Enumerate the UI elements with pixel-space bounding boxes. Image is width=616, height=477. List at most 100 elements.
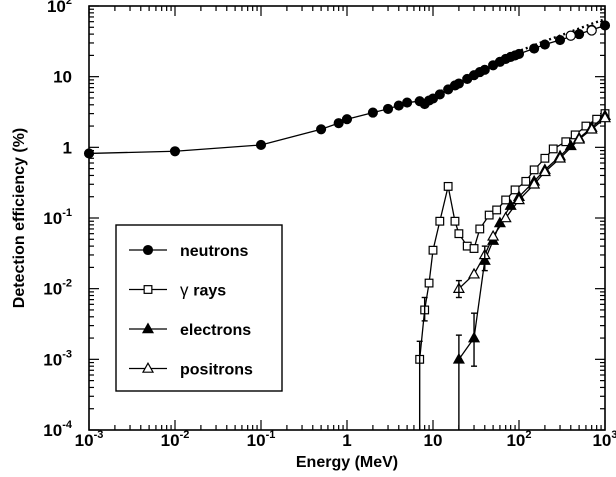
y-tick-label: 10 (53, 68, 72, 87)
data-point (382, 103, 394, 114)
y-tick-label-exponent: 2 (66, 0, 72, 7)
legend-item: electrons (129, 322, 251, 339)
data-point (540, 153, 550, 163)
series-line (458, 115, 606, 360)
axis-ticks (88, 5, 606, 431)
data-point (510, 185, 520, 195)
legend-box (115, 224, 283, 392)
y-tick-label-exponent: -3 (62, 348, 72, 360)
data-point (424, 278, 434, 288)
legend: neutrons γ rays electrons positrons (115, 224, 283, 392)
x-tick-label-exponent: 3 (611, 429, 616, 441)
legend-marker (141, 361, 155, 373)
x-tick-label-exponent: -2 (180, 429, 190, 441)
data-point (450, 216, 460, 226)
series-line (458, 117, 606, 290)
data-point (529, 165, 539, 175)
x-tick-label: 10-2 (161, 429, 190, 450)
legend-marker (141, 322, 155, 334)
x-tick-label-base: 10 (247, 431, 266, 450)
data-point (367, 107, 378, 118)
data-point (333, 118, 344, 129)
x-tick-label-base: 10 (592, 431, 611, 450)
data-point (402, 97, 413, 108)
y-tick-label: 10-3 (43, 348, 72, 369)
series-line (88, 24, 606, 155)
x-tick-label: 10 (424, 431, 443, 450)
y-tick-label: 1 (63, 138, 72, 157)
data-point (586, 25, 597, 36)
error-bars (416, 245, 488, 430)
series-neutrons-open (565, 25, 597, 41)
y-tick-label: 102 (47, 0, 72, 16)
x-tick-label-base: 10 (161, 431, 180, 450)
x-tick-label-exponent: -1 (266, 429, 276, 441)
y-tick-label: 10-1 (43, 207, 72, 228)
data-point (585, 122, 598, 134)
series-line (419, 113, 606, 360)
data-point (573, 132, 586, 144)
data-point (598, 111, 612, 123)
series--rays (415, 109, 610, 364)
data-point (316, 124, 327, 135)
legend-label-prefix: γ (180, 281, 193, 300)
data-point (521, 176, 531, 186)
legend-label: positrons (180, 362, 253, 379)
data-point (574, 29, 585, 40)
legend-label-text: neutrons (180, 243, 249, 260)
y-tick-label-exponent: -4 (62, 419, 73, 431)
legend-label: electrons (180, 322, 251, 339)
y-axis-title: Detection efficiency (%) (11, 128, 28, 308)
data-point (501, 195, 511, 205)
data-point (83, 148, 95, 159)
y-tick-label: 10-2 (43, 278, 72, 299)
data-point (512, 193, 526, 205)
data-point (548, 144, 558, 154)
data-point (553, 151, 567, 163)
data-point (435, 216, 445, 226)
legend-label-text: positrons (180, 362, 253, 379)
y-tick-label-base: 1 (63, 138, 72, 157)
data-point (255, 139, 267, 151)
data-point (469, 244, 479, 253)
legend-marker (142, 244, 154, 256)
x-tick-label: 10-3 (75, 429, 104, 450)
y-tick-label-base: 10 (43, 421, 62, 440)
data-point (565, 30, 576, 41)
data-point (428, 245, 438, 255)
data-point (484, 210, 494, 220)
data-series (83, 18, 612, 430)
legend-item: γ rays (129, 281, 226, 300)
y-tick-label-base: 10 (43, 350, 62, 369)
x-tick-label: 10-1 (247, 429, 276, 450)
data-point (499, 211, 512, 223)
x-axis-title: Energy (MeV) (296, 454, 398, 471)
data-point (492, 205, 502, 215)
x-tick-label-exponent: 2 (525, 429, 531, 441)
legend-marker (143, 285, 153, 294)
data-point (393, 100, 404, 111)
data-point (487, 229, 500, 241)
x-tick-labels: 10-3 10-2 10-1 1 10 102 103 (75, 429, 616, 450)
data-point (599, 20, 611, 31)
series-neutrons (83, 20, 611, 159)
y-tick-label-base: 10 (47, 0, 66, 16)
x-tick-label: 102 (506, 429, 531, 450)
x-tick-label-exponent: -3 (94, 429, 104, 441)
legend-label: neutrons (180, 243, 249, 260)
data-point (475, 224, 485, 234)
y-tick-label-base: 10 (43, 209, 62, 228)
data-point (454, 229, 464, 239)
y-tick-label-base: 10 (53, 68, 72, 87)
x-tick-label-base: 10 (424, 431, 443, 450)
legend-label-text: electrons (180, 322, 251, 339)
series-line (423, 18, 606, 104)
series-positrons (452, 111, 612, 293)
legend-label: γ rays (180, 281, 226, 300)
legend-item: neutrons (129, 243, 249, 260)
x-tick-label: 103 (592, 429, 616, 450)
x-tick-label-base: 1 (342, 431, 351, 450)
data-point (528, 177, 541, 189)
x-tick-label-base: 10 (75, 431, 94, 450)
